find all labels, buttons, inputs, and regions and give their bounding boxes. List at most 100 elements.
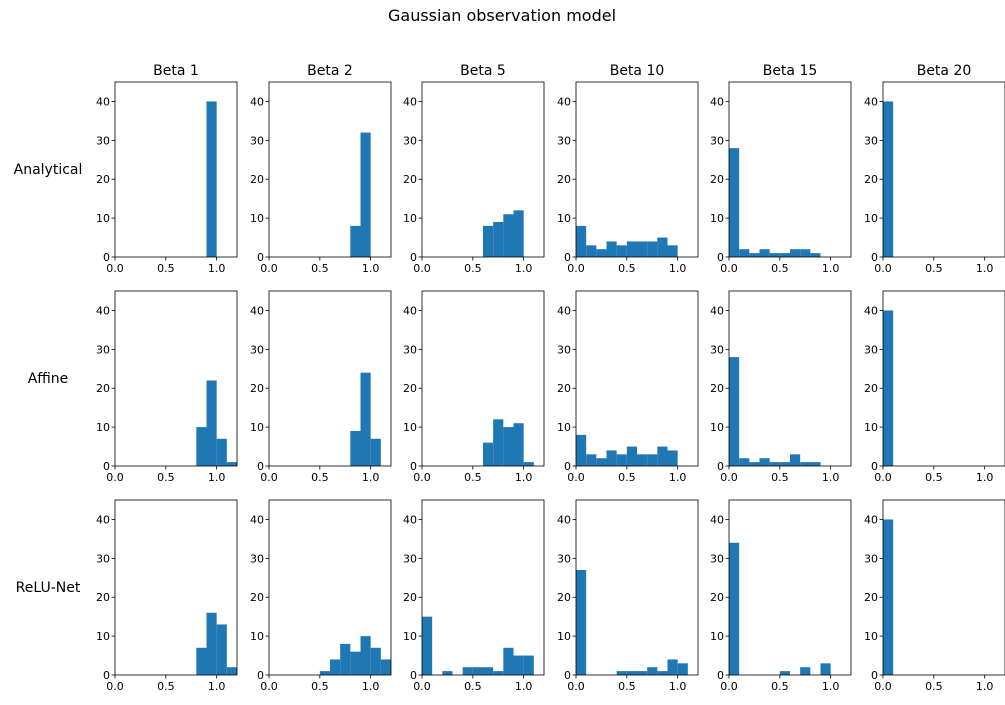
- x-tick-label: 1.0: [822, 680, 840, 693]
- x-tick-label: 0.0: [413, 262, 431, 275]
- x-tick-label: 0.5: [464, 680, 482, 693]
- y-tick-label: 40: [96, 95, 110, 108]
- histogram-bar: [759, 249, 770, 257]
- histogram-bar: [493, 222, 504, 257]
- histogram-bar: [576, 225, 587, 257]
- x-tick-label: 1.0: [362, 471, 380, 484]
- histogram-bar: [422, 616, 433, 675]
- y-tick-label: 20: [557, 382, 571, 395]
- y-tick-label: 20: [96, 382, 110, 395]
- histogram-bar: [350, 651, 361, 675]
- x-tick-label: 0.5: [771, 471, 789, 484]
- bars-r1-c5: [729, 148, 821, 257]
- histogram-bar: [790, 249, 801, 257]
- y-tick-label: 20: [864, 591, 878, 604]
- x-tick-label: 0.5: [157, 262, 175, 275]
- y-tick-label: 10: [557, 630, 571, 643]
- histogram-bar: [647, 454, 658, 466]
- column-title-beta-2: Beta 2: [307, 63, 353, 79]
- y-tick-label: 40: [403, 513, 417, 526]
- histogram-bar: [657, 446, 668, 466]
- y-tick-label: 10: [710, 421, 724, 434]
- axes-frame-r2-c2: [268, 290, 392, 467]
- y-tick-label: 0: [103, 460, 110, 473]
- y-tick-label: 20: [864, 382, 878, 395]
- x-tick-label: 0.0: [260, 262, 278, 275]
- y-tick-label: 20: [403, 382, 417, 395]
- x-tick-label: 1.0: [208, 262, 226, 275]
- figure-title: Gaussian observation model: [388, 6, 616, 25]
- bars-r2-c6: [883, 310, 894, 466]
- histogram-bar: [606, 450, 617, 466]
- histogram-bar: [586, 454, 597, 466]
- y-tick-label: 20: [710, 591, 724, 604]
- x-tick-label: 1.0: [362, 262, 380, 275]
- bars-r2-c5: [729, 357, 821, 466]
- bars-r1-c2: [350, 132, 371, 257]
- panel-r1-c5: Beta 15 0 10 20 30 40 0.0 0.5 1.0: [710, 63, 852, 275]
- histogram-bar: [820, 663, 831, 675]
- histogram-bar: [472, 667, 483, 675]
- column-title-beta-1: Beta 1: [153, 63, 199, 79]
- panel-r1-c3: Beta 5 0 10 20 30 40 0.0 0.5 1.0: [403, 63, 545, 275]
- histogram-bar: [523, 655, 534, 675]
- histogram-bar: [360, 636, 371, 675]
- bars-r3-c4: [576, 570, 688, 675]
- x-tick-label: 0.0: [720, 471, 738, 484]
- y-tick-label: 40: [250, 304, 264, 317]
- x-tick-label: 0.0: [874, 471, 892, 484]
- histogram-bar: [779, 671, 790, 675]
- histogram-bar: [196, 647, 207, 675]
- y-tick-label: 0: [410, 460, 417, 473]
- y-tick-label: 20: [96, 591, 110, 604]
- histogram-bar: [586, 245, 597, 257]
- x-tick-label: 0.0: [720, 262, 738, 275]
- x-tick-label: 0.5: [311, 262, 329, 275]
- y-tick-label: 0: [564, 460, 571, 473]
- histogram-bar: [800, 462, 811, 466]
- histogram-bar: [667, 659, 678, 675]
- column-title-beta-20: Beta 20: [917, 63, 972, 79]
- histogram-bar: [800, 249, 811, 257]
- bars-r2-c3: [483, 419, 534, 466]
- x-tick-label: 0.5: [618, 471, 636, 484]
- x-tick-label: 1.0: [515, 262, 533, 275]
- y-tick-label: 20: [403, 173, 417, 186]
- histogram-bar: [657, 671, 668, 675]
- y-tick-label: 40: [250, 95, 264, 108]
- y-tick-label: 10: [96, 421, 110, 434]
- y-tick-label: 10: [403, 421, 417, 434]
- histogram-bar: [206, 612, 217, 675]
- histogram-bar: [739, 249, 750, 257]
- x-tick-label: 1.0: [822, 262, 840, 275]
- y-tick-label: 20: [250, 173, 264, 186]
- axes-frame-r1-c1: [114, 81, 238, 258]
- x-tick-label: 1.0: [822, 471, 840, 484]
- histogram-bar: [216, 438, 227, 466]
- y-tick-label: 30: [557, 343, 571, 356]
- histogram-bar: [350, 431, 361, 466]
- x-tick-label: 0.0: [106, 680, 124, 693]
- x-tick-label: 0.0: [567, 471, 585, 484]
- y-tick-label: 0: [564, 251, 571, 264]
- y-tick-label: 30: [250, 134, 264, 147]
- histogram-bar: [330, 659, 341, 675]
- histogram-bar: [226, 667, 237, 675]
- histogram-bar: [769, 253, 780, 257]
- x-tick-label: 0.5: [618, 262, 636, 275]
- x-tick-label: 1.0: [976, 262, 994, 275]
- x-tick-label: 0.0: [874, 262, 892, 275]
- y-tick-label: 10: [864, 421, 878, 434]
- axes-frame-r2-c6: [882, 290, 1005, 467]
- axes-frame-r1-c6: [882, 81, 1005, 258]
- histogram-bar: [380, 659, 391, 675]
- y-tick-label: 20: [710, 173, 724, 186]
- panel-r3-c6: 0 10 20 30 40 0.0 0.5 1.0: [864, 499, 1005, 693]
- panel-r3-c5: 0 10 20 30 40 0.0 0.5 1.0: [710, 499, 852, 693]
- y-tick-label: 30: [557, 134, 571, 147]
- x-tick-label: 0.0: [106, 471, 124, 484]
- y-tick-label: 10: [403, 630, 417, 643]
- axes-frame-r1-c2: [268, 81, 392, 258]
- y-tick-label: 10: [250, 421, 264, 434]
- histogram-bar: [319, 671, 330, 675]
